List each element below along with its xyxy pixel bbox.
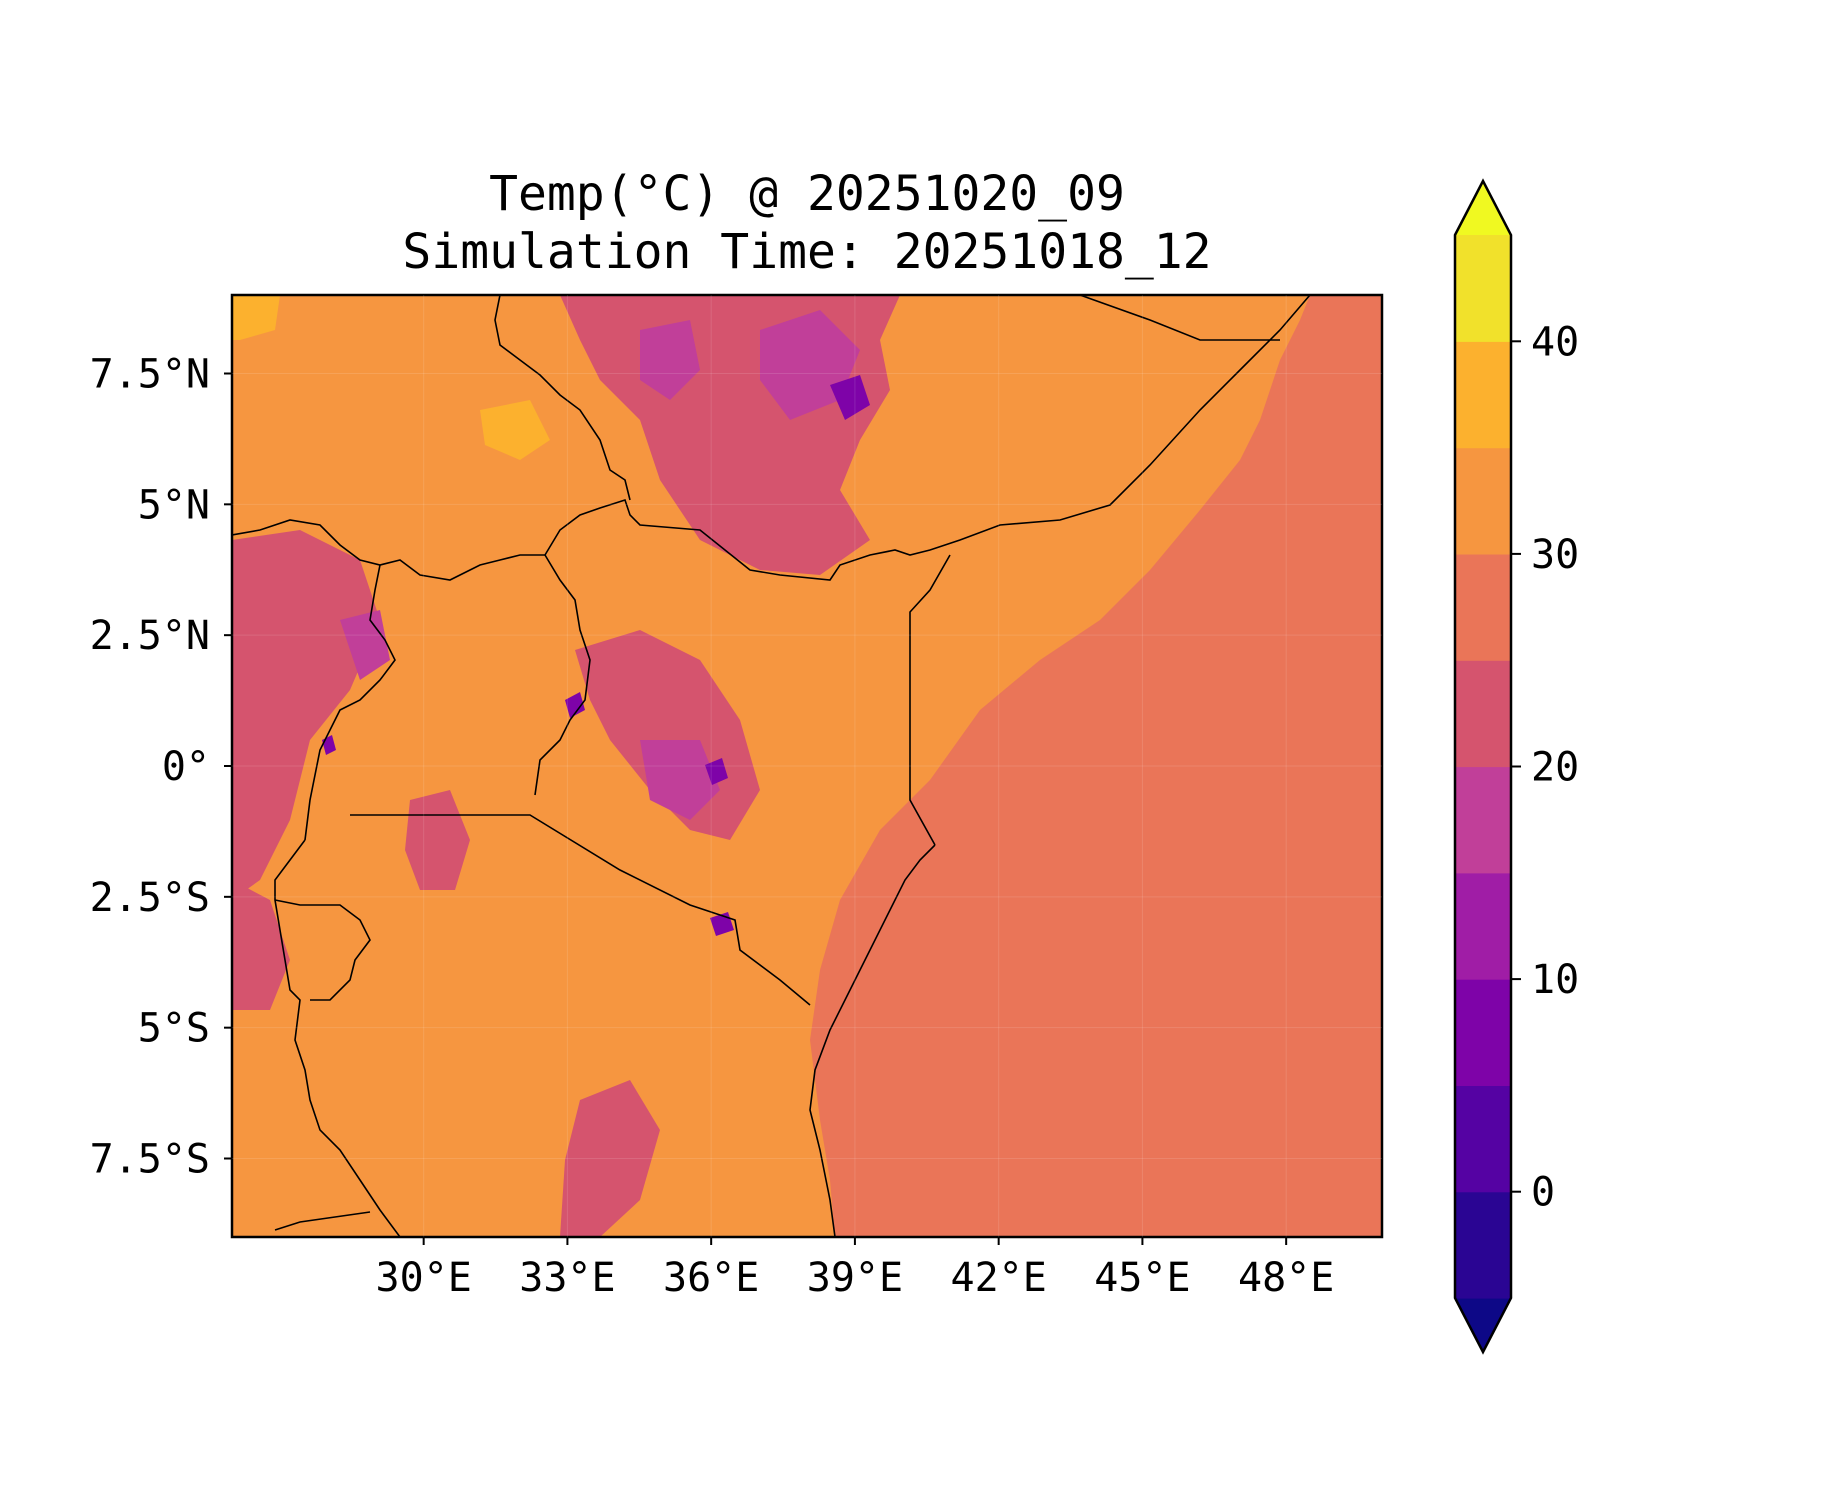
colorbar-segment — [1455, 979, 1511, 1086]
colorbar-tick-label: 40 — [1531, 319, 1579, 365]
title-line-1: Temp(°C) @ 20251020_09 — [489, 166, 1125, 222]
y-tick-label: 2.5°N — [90, 613, 210, 659]
colorbar-segment — [1455, 341, 1511, 449]
x-tick-label: 36°E — [663, 1255, 759, 1301]
y-tick-label: 5°N — [138, 482, 210, 528]
hot-spot-nw-corner — [232, 295, 280, 340]
x-tick-label: 45°E — [1094, 1255, 1190, 1301]
cool-region-burundi — [232, 880, 290, 1010]
colorbar-tick-label: 30 — [1531, 532, 1579, 578]
cold-peak-kenya — [640, 740, 720, 820]
colorbar-tick-label: 20 — [1531, 745, 1579, 791]
colorbar-segment — [1455, 1191, 1511, 1299]
colorbar-extend-max — [1455, 181, 1511, 235]
y-axis-ticks: 7.5°N 5°N 2.5°N 0° 2.5°S 5°S 7.5°S — [90, 352, 1382, 1183]
x-axis-ticks: 30°E 33°E 36°E 39°E 42°E 45°E 48°E — [376, 295, 1334, 1301]
colorbar-outline — [1453, 178, 1513, 1355]
cold-peak-ethiopia-2 — [640, 320, 700, 400]
title-line-2: Simulation Time: 20251018_12 — [402, 224, 1211, 280]
y-tick-label: 7.5°N — [90, 352, 210, 398]
x-tick-label: 48°E — [1238, 1255, 1334, 1301]
x-tick-label: 30°E — [376, 1255, 472, 1301]
x-tick-label: 39°E — [807, 1255, 903, 1301]
colorbar-tick-label: 0 — [1531, 1170, 1555, 1216]
country-borders — [232, 295, 1311, 1237]
cold-peak-west — [340, 610, 390, 680]
cool-region-tanzania — [560, 1080, 660, 1237]
land-field — [232, 295, 1310, 1237]
coldest-peak-kenya — [705, 758, 728, 785]
y-tick-label: 2.5°S — [90, 875, 210, 921]
colorbar-tick-label: 10 — [1531, 957, 1579, 1003]
colorbar-segment — [1455, 235, 1511, 342]
colorbar — [1453, 178, 1513, 1355]
colorbar-ticks: 0 10 20 30 40 — [1511, 319, 1579, 1216]
coldest-peak-elgon — [565, 692, 585, 718]
y-tick-label: 5°S — [138, 1006, 210, 1052]
coldest-peak-ethiopia — [830, 375, 870, 420]
colorbar-segment — [1455, 872, 1511, 980]
y-tick-label: 7.5°S — [90, 1137, 210, 1183]
x-tick-label: 33°E — [519, 1255, 615, 1301]
colorbar-segment — [1455, 447, 1511, 555]
colorbar-segment — [1455, 660, 1511, 768]
colorbar-segment — [1455, 1085, 1511, 1193]
colorbar-extend-min — [1455, 1298, 1511, 1352]
hot-spot-south-sudan — [480, 400, 550, 460]
colorbar-segment — [1455, 553, 1511, 661]
map-area — [230, 293, 1384, 1239]
x-tick-label: 42°E — [951, 1255, 1047, 1301]
colorbar-segment — [1455, 766, 1511, 874]
y-tick-label: 0° — [162, 744, 210, 790]
